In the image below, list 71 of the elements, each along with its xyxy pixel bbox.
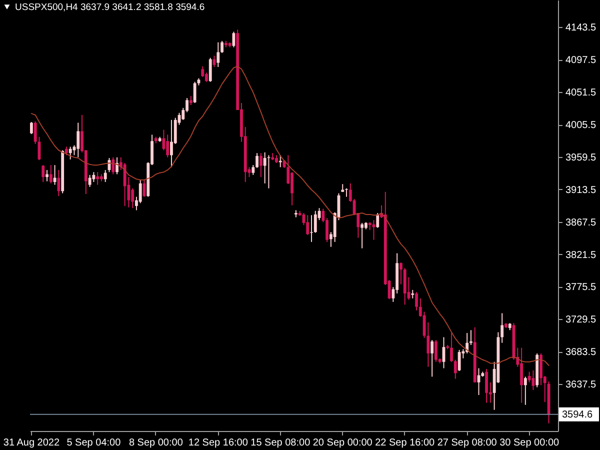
- candlestick: [220, 40, 224, 54]
- candlestick: [458, 349, 461, 372]
- x-tick-label: 8 Sep 00:00: [128, 438, 184, 448]
- candlestick: [310, 214, 313, 242]
- candlestick: [42, 164, 45, 182]
- candlestick: [208, 57, 212, 82]
- ref-line-label: 3594.6: [562, 409, 594, 420]
- candlestick: [259, 152, 262, 178]
- y-tick-label: 4143.5: [566, 22, 597, 34]
- y-tick-label: 4005.5: [566, 120, 597, 132]
- candlestick: [520, 347, 523, 404]
- candlestick: [434, 340, 438, 362]
- candlestick: [49, 164, 52, 184]
- candlestick: [162, 129, 166, 151]
- candlestick: [485, 368, 488, 404]
- candlestick: [76, 122, 80, 158]
- x-tick-label: 22 Sep 16:00: [375, 438, 436, 448]
- candlestick: [524, 376, 527, 406]
- candlestick: [53, 164, 56, 186]
- candlestick: [170, 119, 173, 168]
- candlestick: [376, 212, 380, 228]
- candlestick: [500, 312, 504, 344]
- candlestick: [30, 122, 33, 135]
- candlestick: [360, 222, 364, 249]
- candlestick: [252, 164, 255, 176]
- candlestick: [201, 66, 204, 78]
- x-tick-label: 15 Sep 08:00: [250, 438, 311, 448]
- x-tick-label: 20 Sep 00:00: [312, 438, 373, 448]
- candlestick: [306, 214, 310, 236]
- candlestick: [112, 156, 115, 175]
- candlestick: [166, 134, 170, 158]
- candlestick: [46, 170, 48, 182]
- candlestick: [216, 42, 220, 68]
- y-tick-label: 3821.5: [566, 250, 597, 261]
- candlestick: [470, 330, 472, 346]
- candlestick: [403, 268, 406, 306]
- y-tick-label: 3683.5: [566, 347, 597, 358]
- candlestick: [256, 152, 259, 168]
- x-tick-label: 5 Sep 04:00: [66, 438, 122, 448]
- candlestick: [430, 340, 434, 378]
- y-tick-label: 4097.5: [566, 55, 597, 66]
- x-tick-label: 12 Sep 16:00: [188, 438, 248, 448]
- candlestick: [450, 332, 453, 362]
- candlestick: [131, 188, 134, 209]
- y-tick-label: 3637.5: [566, 380, 597, 391]
- x-tick-label: 27 Sep 08:00: [437, 438, 498, 448]
- y-tick-label: 3775.5: [566, 282, 597, 294]
- candlestick: [454, 359, 457, 380]
- y-tick-label: 3913.5: [566, 184, 597, 196]
- candlestick: [400, 262, 402, 285]
- candlestick: [415, 292, 418, 311]
- y-tick-label: 4051.5: [566, 88, 597, 99]
- candlestick: [193, 81, 196, 104]
- y-tick-label: 3959.5: [566, 152, 597, 164]
- candlestick: [104, 170, 107, 182]
- y-tick-label: 3867.5: [566, 217, 597, 228]
- candlestick: [189, 95, 192, 106]
- candlestick: [205, 72, 208, 82]
- x-tick-label: 31 Aug 2022: [3, 438, 60, 448]
- candlestick: [96, 172, 100, 186]
- chart-title: USSPX500,H4 3637.9 3641.2 3581.8 3594.6: [15, 2, 205, 13]
- candlestick: [540, 352, 542, 386]
- candlestick: [138, 179, 142, 204]
- y-tick-label: 3729.5: [566, 314, 597, 326]
- candlestick: [532, 370, 535, 391]
- candlestick: [57, 170, 60, 197]
- candlestick: [123, 162, 126, 206]
- candlestick: [314, 210, 317, 234]
- candlestick: [68, 146, 72, 160]
- candlestick: [88, 174, 92, 188]
- x-tick-label: 30 Sep 00:00: [500, 438, 560, 448]
